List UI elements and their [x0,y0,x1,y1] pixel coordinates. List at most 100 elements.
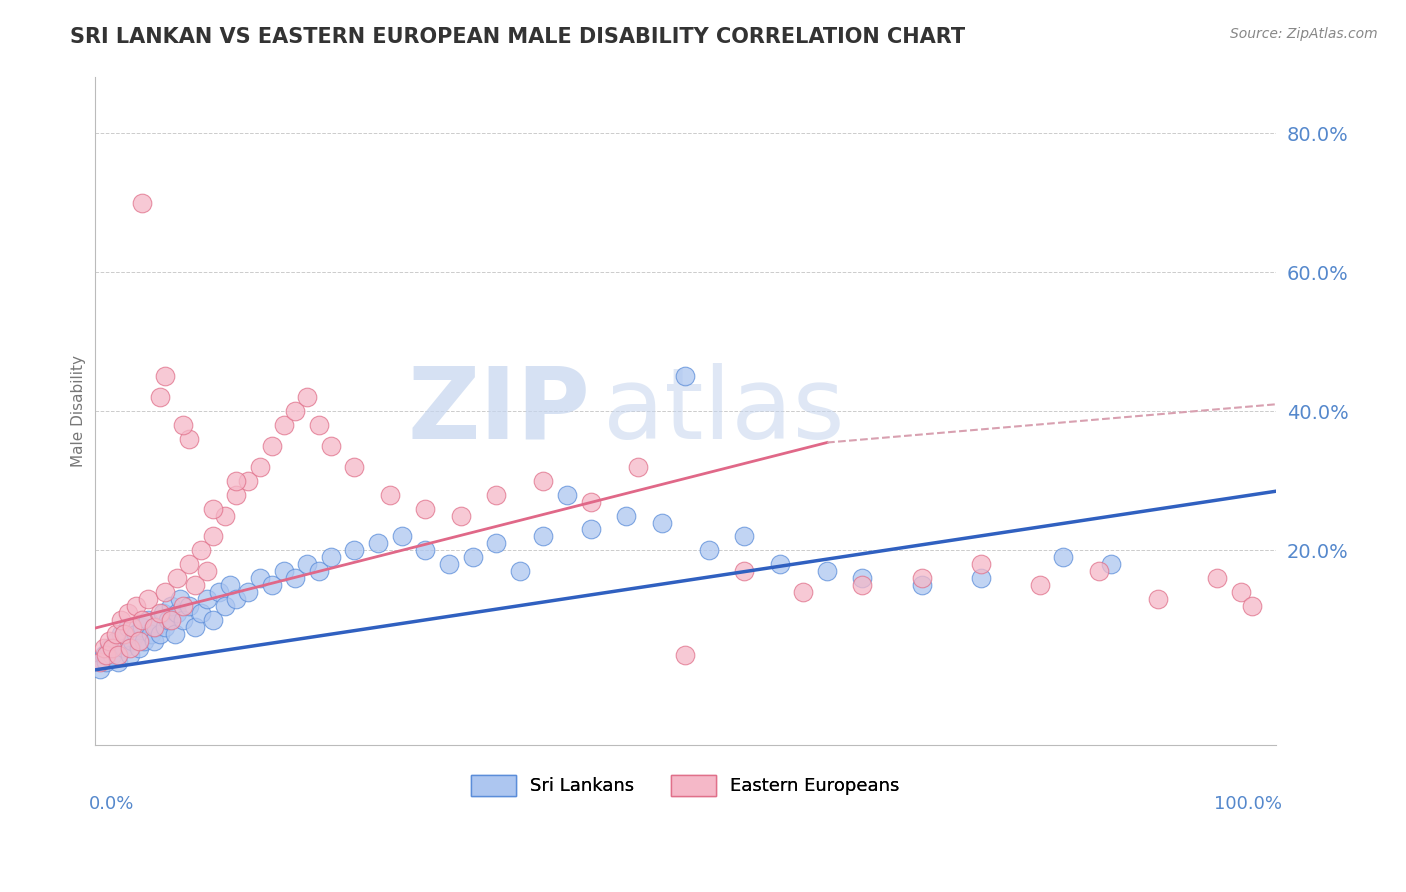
Point [555,488,578,502]
Point [792,585,814,599]
Point [201,501,224,516]
Point [1028,578,1050,592]
Point [121,633,143,648]
Point [673,369,696,384]
Point [627,459,650,474]
Point [107,655,129,669]
Point [391,529,413,543]
Point [169,592,191,607]
Point [121,620,143,634]
Point [128,640,150,655]
Point [148,606,170,620]
Point [152,606,174,620]
Point [378,488,401,502]
Point [145,620,167,634]
Point [97,633,120,648]
Point [697,543,720,558]
Point [319,439,342,453]
Point [343,543,366,558]
Point [166,606,188,620]
Point [195,592,218,607]
Text: 0.0%: 0.0% [89,795,134,814]
Point [579,523,602,537]
Point [148,390,170,404]
Point [134,633,156,648]
Point [509,564,531,578]
Point [97,640,120,655]
Point [195,564,218,578]
Point [142,620,165,634]
Point [104,627,127,641]
Point [851,571,873,585]
Point [107,648,129,662]
Y-axis label: Male Disability: Male Disability [72,355,86,467]
Point [112,627,135,641]
Point [117,606,139,620]
Point [101,648,124,662]
Point [1099,558,1122,572]
Point [190,606,212,620]
Point [437,558,460,572]
Point [125,599,148,613]
Point [673,648,696,662]
Point [172,613,194,627]
Point [201,613,224,627]
Text: SRI LANKAN VS EASTERN EUROPEAN MALE DISABILITY CORRELATION CHART: SRI LANKAN VS EASTERN EUROPEAN MALE DISA… [70,27,966,46]
Point [415,501,437,516]
Point [201,529,224,543]
Point [177,432,200,446]
Point [184,620,207,634]
Point [117,620,139,634]
Point [207,585,229,599]
Point [118,648,141,662]
Point [155,585,177,599]
Point [415,543,437,558]
Point [89,655,111,669]
Point [273,564,295,578]
Legend: Sri Lankans, Eastern Europeans: Sri Lankans, Eastern Europeans [464,767,907,803]
Point [485,488,508,502]
Point [319,550,342,565]
Point [155,369,177,384]
Point [141,627,163,641]
Point [131,620,153,634]
Point [733,529,755,543]
Point [96,648,118,662]
Point [260,439,283,453]
Point [225,592,247,607]
Point [1087,564,1109,578]
Point [733,564,755,578]
Point [969,558,991,572]
Point [148,627,170,641]
Point [308,564,330,578]
Point [260,578,283,592]
Point [219,578,242,592]
Point [128,633,150,648]
Point [769,558,792,572]
Point [142,633,165,648]
Point [249,571,271,585]
Point [297,390,319,404]
Point [184,578,207,592]
Point [450,508,472,523]
Point [1205,571,1227,585]
Point [236,474,259,488]
Text: 100.0%: 100.0% [1213,795,1282,814]
Point [136,592,159,607]
Point [815,564,838,578]
Point [851,578,873,592]
Text: atlas: atlas [603,363,844,459]
Point [910,578,932,592]
Point [101,640,124,655]
Point [172,418,194,433]
Point [284,571,307,585]
Point [177,558,200,572]
Point [93,648,115,662]
Point [93,640,115,655]
Point [533,529,555,543]
Point [160,599,183,613]
Point [172,599,194,613]
Point [273,418,295,433]
Text: ZIP: ZIP [408,363,591,459]
Point [110,613,132,627]
